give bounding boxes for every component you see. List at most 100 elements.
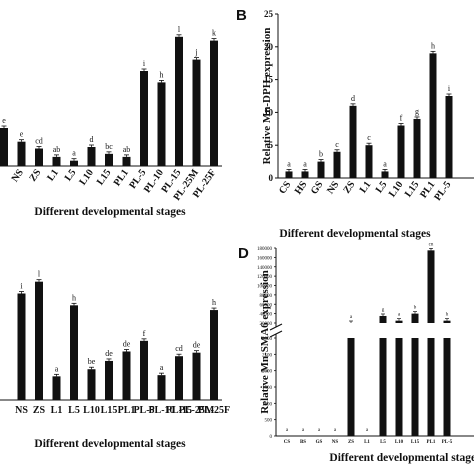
bar-letter-B: d bbox=[351, 94, 355, 103]
bar-letter-C: a bbox=[55, 364, 59, 373]
y-tick-label-D: 0 bbox=[270, 435, 273, 440]
y-tick-label-B: 0 bbox=[269, 173, 274, 183]
bar-A bbox=[17, 141, 26, 166]
bar-letter-A: a bbox=[72, 149, 76, 158]
x-tick-label-B: GS bbox=[309, 179, 326, 197]
bar-letter-C: f bbox=[143, 329, 146, 338]
bar-letter-D: b bbox=[414, 306, 417, 311]
bar-upper-D bbox=[395, 320, 403, 323]
bar-B bbox=[381, 171, 389, 178]
bar-letter-C: be bbox=[88, 357, 96, 366]
bar-letter-A: j bbox=[194, 48, 197, 57]
x-tick-label-A: ZS bbox=[27, 167, 43, 184]
x-axis-title-C: Different developmental stages bbox=[34, 438, 186, 450]
bar-C bbox=[35, 281, 43, 400]
x-tick-label-D: PL-5 bbox=[442, 440, 453, 445]
bar-C bbox=[157, 375, 166, 400]
x-tick-label-B: NS bbox=[325, 179, 342, 196]
bar-B bbox=[429, 53, 437, 178]
y-tick-label-B: 15 bbox=[264, 75, 274, 85]
y-tick-label-D: 1500 bbox=[262, 386, 273, 391]
bar-C bbox=[122, 351, 131, 400]
bar-C bbox=[140, 340, 148, 400]
x-tick-label-A: L15 bbox=[95, 167, 114, 187]
bar-letter-C: h bbox=[72, 293, 76, 302]
bar-A bbox=[140, 71, 148, 166]
bar-B bbox=[317, 161, 325, 178]
x-tick-label-C: PL-15 bbox=[166, 405, 192, 416]
x-tick-label-C: NS bbox=[15, 405, 28, 416]
x-tick-label-D: L5 bbox=[380, 440, 386, 445]
x-tick-label-B: PL-5 bbox=[432, 179, 453, 203]
x-tick-label-B: L1 bbox=[358, 179, 374, 195]
y-tick-label-D: 3000 bbox=[262, 337, 273, 342]
bar-letter-A: l bbox=[178, 25, 181, 34]
bar-letter-C: a bbox=[160, 363, 164, 372]
bar-letter-D: g bbox=[382, 308, 385, 313]
bar-B bbox=[445, 96, 453, 178]
bar-letter-B: c bbox=[335, 140, 339, 149]
bar-letter-A: e bbox=[2, 116, 6, 125]
bar-letter-D: a bbox=[302, 428, 305, 433]
y-tick-label-D: 160000 bbox=[257, 256, 273, 261]
x-tick-label-A: NS bbox=[10, 167, 27, 184]
x-tick-label-C: L10 bbox=[83, 405, 100, 416]
bar-upper-D bbox=[379, 315, 387, 323]
bar-letter-A: i bbox=[143, 59, 146, 68]
bar-letter-C: i bbox=[20, 282, 23, 291]
bar-D bbox=[411, 338, 419, 436]
y-tick-label-D: 80000 bbox=[260, 294, 273, 299]
y-tick-label-D: 500 bbox=[265, 419, 273, 424]
x-tick-label-B: ZS bbox=[341, 179, 357, 196]
y-tick-label-B: 5 bbox=[269, 140, 274, 150]
x-axis-title-D: Different developmental stages bbox=[329, 452, 474, 464]
x-tick-label-D: BS bbox=[300, 440, 306, 445]
x-tick-label-D: L1 bbox=[364, 440, 370, 445]
bar-B bbox=[285, 171, 293, 178]
bar-letter-A: ab bbox=[53, 145, 61, 154]
bar-C bbox=[105, 360, 113, 400]
y-tick-label-B: 25 bbox=[264, 9, 274, 19]
y-tick-label-D: 1000 bbox=[262, 402, 273, 407]
bar-B bbox=[333, 151, 341, 178]
x-tick-label-C: ZS bbox=[33, 405, 46, 416]
bar-D bbox=[427, 338, 435, 436]
bar-letter-D: cn bbox=[429, 242, 434, 247]
bar-letter-A: bc bbox=[105, 142, 113, 151]
bar-letter-A: ab bbox=[123, 145, 131, 154]
x-tick-label-C: PL-25F bbox=[198, 405, 230, 416]
x-tick-label-D: PL1 bbox=[427, 440, 436, 445]
bar-letter-D: a bbox=[398, 313, 401, 318]
bar-C bbox=[175, 356, 183, 400]
bar-letter-B: g bbox=[415, 107, 419, 116]
x-tick-label-C: PL-10 bbox=[148, 405, 174, 416]
bar-letter-B: b bbox=[319, 150, 323, 159]
x-tick-label-D: CS bbox=[284, 440, 291, 445]
bar-letter-C: h bbox=[212, 298, 216, 307]
bar-letter-C: de bbox=[193, 341, 201, 350]
bar-letter-D: a bbox=[334, 428, 337, 433]
bar-letter-A: e bbox=[20, 130, 24, 139]
bar-B bbox=[349, 105, 357, 178]
y-tick-label-D: 40000 bbox=[260, 313, 273, 318]
bar-letter-A: k bbox=[212, 29, 216, 38]
x-tick-label-B: HS bbox=[293, 179, 310, 197]
x-axis-title-B: Different developmental stages bbox=[279, 228, 431, 240]
x-tick-label-C: L15 bbox=[101, 405, 118, 416]
axis-break-mark-D bbox=[269, 330, 283, 338]
panel-letter-D: D bbox=[238, 245, 249, 262]
bar-letter-B: a bbox=[383, 159, 387, 168]
y-tick-label-D: 100000 bbox=[257, 285, 273, 290]
bar-letter-B: a bbox=[287, 159, 291, 168]
y-axis-title-D: Relative Mn-SMA6 expression bbox=[259, 270, 271, 413]
bar-B bbox=[397, 125, 405, 178]
x-tick-label-B: L5 bbox=[374, 179, 390, 195]
y-tick-label-D: 140000 bbox=[257, 266, 273, 271]
bar-C bbox=[52, 376, 61, 400]
bar-upper-D bbox=[411, 313, 419, 323]
bar-C bbox=[192, 352, 201, 400]
y-axis-title-B: Relative Mn-DPH expression bbox=[261, 28, 273, 165]
bar-letter-D: a bbox=[350, 315, 353, 320]
bar-A bbox=[70, 160, 78, 166]
